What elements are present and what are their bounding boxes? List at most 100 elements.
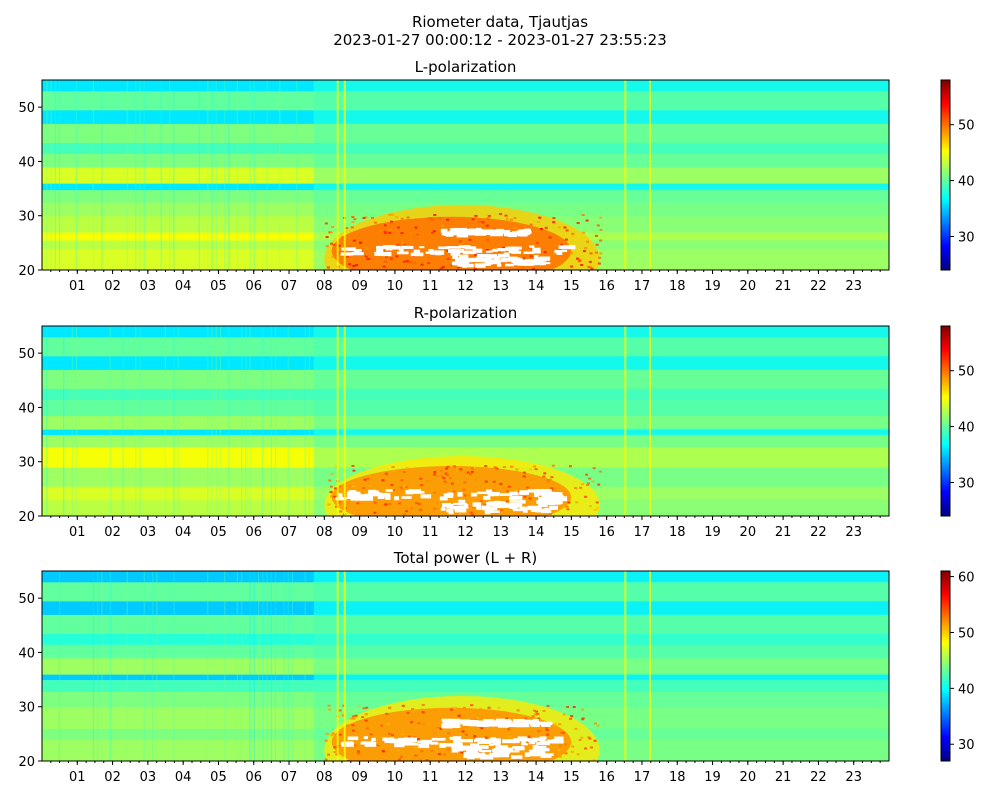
heatmap-saturated [484,257,492,261]
heatmap-saturated [408,489,422,494]
heatmap-stripe [215,326,217,516]
heatmap-speckle [460,727,464,730]
heatmap-speckle [382,750,386,753]
heatmap-speckle [406,216,410,219]
heatmap-speckle [593,722,597,725]
heatmap-speckle [502,465,506,468]
heatmap-speckle [446,218,450,221]
heatmap-saturated [457,248,465,253]
heatmap-saturated [514,719,520,725]
heatmap-speckle [505,500,509,503]
heatmap-saturated [484,506,498,511]
heatmap-speckle [520,266,524,269]
heatmap-stripe [274,326,277,516]
heatmap-speckle [546,478,550,481]
x-tick-label: 11 [422,279,439,294]
heatmap-speckle [402,260,406,263]
heatmap-saturated [466,258,471,263]
x-tick-label: 23 [845,279,862,294]
heatmap-saturated [475,257,488,262]
heatmap-speckle [346,724,350,727]
heatmap-stripe [211,80,213,270]
heatmap-stripe [126,80,128,270]
heatmap-speckle [414,754,418,757]
heatmap-speckle [582,250,586,253]
heatmap-speckle [406,711,410,714]
heatmap-speckle [584,747,588,750]
heatmap-speckle [531,715,535,718]
heatmap-saturated [505,723,518,728]
heatmap-stripe [287,326,289,516]
heatmap-speckle [562,713,566,716]
heatmap-speckle [367,737,371,740]
heatmap-saturated [448,724,461,729]
heatmap-speckle [398,502,402,505]
heatmap-saturated [454,229,467,233]
heatmap-speckle [523,495,527,498]
heatmap-saturated [539,738,546,742]
heatmap-speckle [384,260,388,263]
heatmap-speckle [390,734,394,737]
heatmap-speckle [421,493,425,496]
heatmap-saturated [495,748,505,753]
heatmap-speckle [400,232,404,235]
heatmap-speckle [369,503,373,506]
heatmap-saturated [452,254,459,259]
heatmap-saturated [504,232,512,237]
heatmap-speckle [593,739,597,742]
heatmap-speckle [419,477,423,480]
heatmap-speckle [407,720,411,723]
heatmap-speckle [463,494,467,497]
heatmap-speckle [382,265,386,268]
heatmap-speckle [527,735,531,738]
heatmap-speckle [341,714,345,717]
heatmap-speckle [592,467,596,470]
heatmap-speckle [589,252,593,255]
heatmap-speckle [351,724,355,727]
y-tick-label: 20 [18,755,35,770]
heatmap-saturated [531,737,542,741]
heatmap-speckle [529,223,533,226]
x-tick-label: 22 [810,525,827,540]
heatmap-stripe [143,80,145,270]
heatmap-speckle [356,502,360,505]
x-tick-label: 17 [634,525,651,540]
heatmap-speckle [552,217,556,220]
heatmap-saturated [453,740,461,744]
heatmap-speckle [425,759,429,761]
heatmap-saturated [418,743,430,748]
heatmap-band-quiet [313,728,889,740]
heatmap-speckle [564,752,568,755]
heatmap-speckle [327,753,331,756]
heatmap-band-quiet [313,614,889,634]
heatmap-stripe [207,80,209,270]
heatmap-speckle [478,751,482,754]
heatmap-stripe [262,326,264,516]
heatmap-speckle [562,731,566,734]
heatmap-stripe [139,326,141,516]
heatmap-speckle [552,221,556,224]
x-tick-label: 21 [775,279,792,294]
heatmap-speckle [464,500,468,503]
heatmap-speckle [341,236,345,239]
heatmap-saturated [489,743,494,746]
heatmap-speckle [338,485,342,488]
heatmap-speckle [427,262,431,265]
heatmap-speckle [514,226,518,229]
heatmap-speckle [357,233,361,236]
heatmap-speckle [563,226,567,229]
heatmap-saturated [507,750,520,753]
heatmap-speckle [444,472,448,475]
x-tick-label: 08 [316,525,333,540]
heatmap-speckle [588,477,592,480]
heatmap-saturated [535,509,541,513]
heatmap-saturated [388,245,401,250]
heatmap-speckle [383,224,387,227]
heatmap-speckle [401,704,405,707]
heatmap-saturated [351,252,364,256]
figure-subtitle: 2023-01-27 00:00:12 - 2023-01-27 23:55:2… [333,31,667,49]
heatmap-saturated [531,722,540,728]
heatmap-speckle [427,257,431,260]
heatmap-speckle [335,505,339,508]
heatmap-speckle [363,478,367,481]
